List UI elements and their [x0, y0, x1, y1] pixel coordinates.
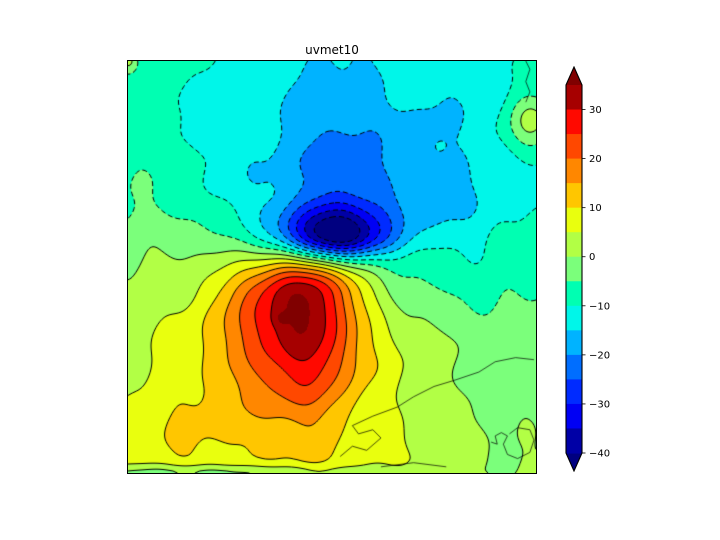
colorbar-segment [566, 330, 582, 356]
colorbar-tick-label: 0 [589, 252, 595, 263]
colorbar-segment [566, 305, 582, 331]
colorbar-tick-label: −20 [589, 350, 610, 361]
colorbar-tick-label: 30 [589, 105, 602, 116]
colorbar-tick-label: −10 [589, 301, 610, 312]
colorbar-over-arrow [566, 67, 582, 85]
colorbar-segment [566, 134, 582, 160]
colorbar-segment [566, 281, 582, 307]
contour-plot [127, 60, 537, 474]
colorbar-segment [566, 379, 582, 405]
colorbar-segment [566, 232, 582, 258]
colorbar-tick-label: −30 [589, 399, 610, 410]
colorbar-segment [566, 109, 582, 135]
colorbar-outline [565, 66, 583, 472]
colorbar-segment [566, 158, 582, 184]
colorbar-tick-label: 20 [589, 154, 602, 165]
colorbar-segment [566, 354, 582, 380]
colorbar-under-arrow [566, 453, 582, 471]
colorbar: 30 20 10 0 −10 −20 −30 −40 [565, 66, 610, 472]
colorbar-segment [566, 256, 582, 282]
colorbar-segment [566, 183, 582, 209]
colorbar-segment [566, 428, 582, 454]
colorbar-tick-label: 10 [589, 203, 602, 214]
colorbar-tick-label: −40 [589, 449, 610, 460]
plot-title: uvmet10 [305, 43, 359, 57]
colorbar-segment [566, 403, 582, 430]
colorbar-segment [566, 85, 582, 111]
colorbar-segment [566, 207, 582, 233]
